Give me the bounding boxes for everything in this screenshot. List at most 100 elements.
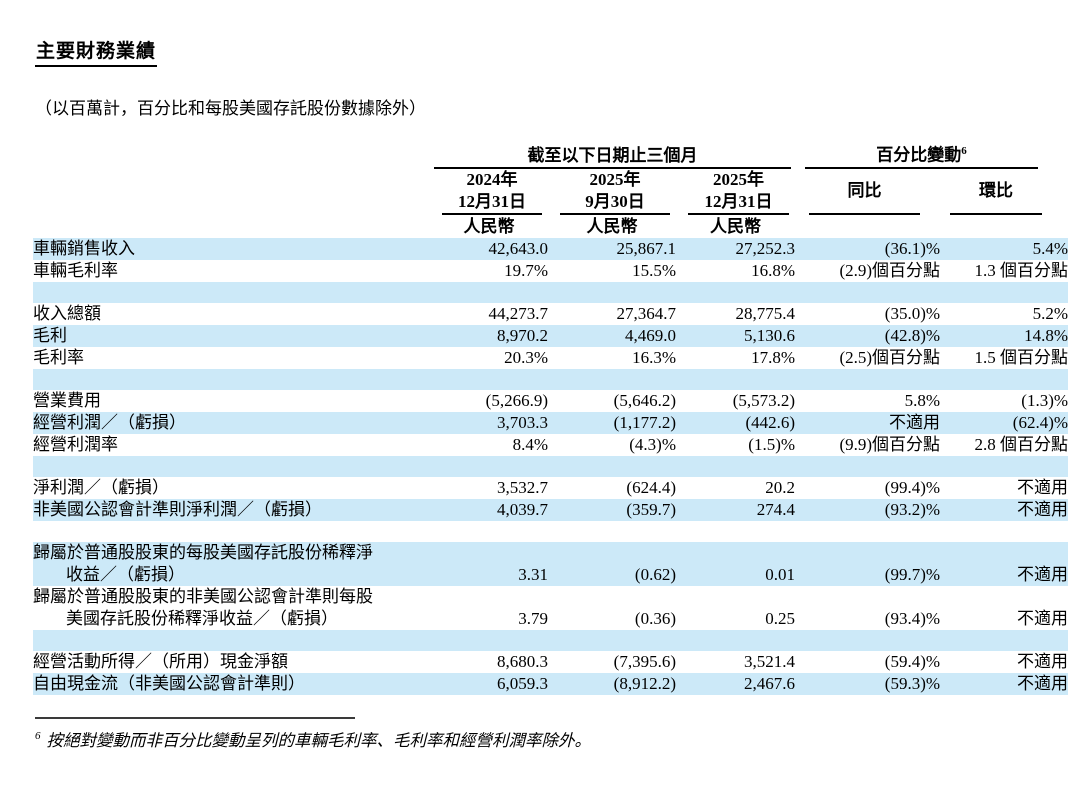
row-label: 營業費用 [33, 390, 101, 410]
period-group-header: 截至以下日期止三個月 [434, 145, 792, 169]
footnote-text: 按絕對變動而非百分比變動呈列的車輛毛利率、毛利率和經營利潤率除外。 [46, 730, 592, 750]
value-cell: 5.4% [1032, 238, 1069, 258]
currency-header-row: 人民幣 人民幣 人民幣 [33, 215, 1068, 238]
value-cell: (99.7)% [884, 564, 941, 584]
footnote-reference-mark: 6 [961, 145, 967, 157]
value-cell: (2.5)個百分點 [839, 347, 941, 367]
column-header-2025-09-30: 2025年 9月30日 [548, 169, 676, 215]
table-row: 自由現金流（非美國公認會計準則） 6,059.3 (8,912.2) 2,467.6 (… [33, 672, 1069, 695]
value-cell: 42,643.0 [488, 238, 549, 258]
value-cell: 20.3% [504, 347, 548, 367]
value-cell: 20.2 [765, 477, 796, 497]
value-cell: 16.8% [751, 260, 796, 280]
row-label: 經營利潤率 [33, 434, 118, 454]
row-label: 經營利潤／（虧損） [33, 412, 186, 432]
row-label: 收入總額 [33, 303, 101, 323]
label-column-header [33, 140, 430, 169]
value-cell: 16.3% [632, 347, 676, 367]
table-row: 淨利潤／（虧損） 3,532.7 (624.4) 20.2 (99.4)% 不適用 [33, 477, 1068, 499]
value-cell: 28,775.4 [735, 303, 796, 323]
table-row: 經營利潤率 8.4% (4.3)% (1.5)% (9.9)個百分點 2.8 個百分點 [33, 434, 1068, 456]
value-cell: (2.9)個百分點 [839, 260, 941, 280]
value-cell: 1.5 個百分點 [974, 347, 1069, 367]
value-cell: (7,395.6) [613, 651, 676, 671]
value-cell: (5,266.9) [485, 390, 548, 410]
financial-report-page: 主要財務業績 （以百萬計，百分比和每股美國存託股份數據除外） 截至以下日期止三個… [0, 36, 1080, 793]
currency-label: 人民幣 [710, 216, 761, 236]
spacer-cell [33, 456, 1068, 477]
table-row: 毛利 8,970.2 4,469.0 5,130.6 (42.8)% 14.8% [33, 324, 1069, 347]
value-cell: 15.5% [632, 260, 676, 280]
row-label: 非美國公認會計準則淨利潤／（虧損） [33, 499, 322, 519]
value-cell: (0.62) [634, 564, 676, 584]
change-group-label: 百分比變動 [876, 145, 962, 165]
table-row: 車輛銷售收入 42,643.0 25,867.1 27,252.3 (36.1)% 5.4… [33, 237, 1069, 260]
row-label: 經營活動所得／（所用）現金淨額 [33, 651, 288, 671]
value-cell: (8,912.2) [613, 673, 676, 693]
value-cell: (5,646.2) [613, 390, 676, 410]
currency-label: 人民幣 [463, 216, 515, 236]
value-cell: 5,130.6 [744, 325, 796, 345]
value-cell: (1,177.2) [613, 412, 676, 432]
value-cell: 不適用 [1017, 564, 1069, 584]
value-cell: (59.3)% [884, 673, 941, 693]
spacer-row [33, 521, 1068, 542]
value-cell: 25,867.1 [616, 238, 677, 258]
date-header-row: 2024年 12月31日 2025年 9月30日 2025年 12月31日 同比 環比 [33, 169, 1068, 215]
column-header-qoq: 環比 [940, 169, 1068, 215]
value-cell: (36.1)% [884, 238, 941, 258]
table-row: 經營利潤／（虧損） 3,703.3 (1,177.2) (442.6) 不適用 (62.4… [33, 411, 1069, 434]
value-cell: (624.4) [626, 477, 676, 497]
row-label: 自由現金流（非美國公認會計準則） [33, 673, 305, 693]
table-row: 歸屬於普通股股東的每股美國存託股份稀釋淨 收益／（虧損） 3.31 (0.62) 0.0… [33, 541, 1069, 586]
change-group-header-cell: 百分比變動6 [795, 140, 1068, 169]
value-cell: (99.4)% [884, 477, 941, 497]
spacer-row [33, 629, 1069, 651]
row-label: 歸屬於普通股股東的每股美國存託股份稀釋淨 收益／（虧損） [33, 542, 373, 584]
value-cell: 274.4 [756, 499, 796, 519]
value-cell: 5.2% [1032, 303, 1069, 323]
value-cell: 5.8% [904, 390, 941, 410]
row-label: 歸屬於普通股股東的非美國公認會計準則每股 美國存託股份稀釋淨收益／（虧損） [33, 586, 373, 628]
value-cell: 3,532.7 [497, 477, 548, 497]
value-cell: (442.6) [745, 412, 796, 432]
value-cell: 27,252.3 [735, 238, 796, 258]
footnote-number: 6 [35, 730, 41, 743]
value-cell: 3.31 [518, 564, 548, 584]
table-row: 營業費用 (5,266.9) (5,646.2) (5,573.2) 5.8% (1.3)… [33, 390, 1068, 412]
value-cell: (5,573.2) [732, 390, 796, 410]
value-cell: 不適用 [1017, 673, 1069, 693]
spacer-cell [33, 521, 1068, 542]
column-header-2024-12-31: 2024年 12月31日 [430, 169, 548, 215]
table-row: 非美國公認會計準則淨利潤／（虧損） 4,039.7 (359.7) 274.4 (93.… [33, 498, 1069, 521]
value-cell: (59.4)% [884, 651, 941, 671]
table-row: 毛利率 20.3% 16.3% 17.8% (2.5)個百分點 1.5 個百分點 [33, 347, 1068, 369]
value-cell: 3.79 [518, 608, 548, 628]
value-cell: 不適用 [1017, 608, 1069, 628]
value-cell: 4,469.0 [625, 325, 676, 345]
period-group-header-cell: 截至以下日期止三個月 [430, 140, 795, 169]
value-cell: 不適用 [1017, 651, 1069, 671]
value-cell: 8,680.3 [497, 651, 548, 671]
row-label: 淨利潤／（虧損） [33, 477, 169, 497]
value-cell: 0.01 [765, 564, 796, 584]
currency-label: 人民幣 [586, 216, 638, 236]
value-cell: (9.9)個百分點 [839, 434, 941, 454]
spacer-cell [33, 630, 1068, 651]
value-cell: 17.8% [751, 347, 796, 367]
value-cell: 3,521.4 [744, 651, 796, 671]
value-cell: 27,364.7 [616, 303, 677, 323]
row-label: 毛利率 [33, 347, 84, 367]
value-cell: (42.8)% [884, 325, 941, 345]
value-cell: 44,273.7 [488, 303, 549, 323]
value-cell: 不適用 [1017, 477, 1069, 497]
value-cell: (62.4)% [1012, 412, 1069, 432]
value-cell: (359.7) [626, 499, 676, 519]
group-header-row: 截至以下日期止三個月 百分比變動6 [33, 140, 1068, 169]
value-cell: 14.8% [1024, 325, 1069, 345]
value-cell: 不適用 [889, 412, 941, 432]
value-cell: (0.36) [634, 608, 676, 628]
table-header: 截至以下日期止三個月 百分比變動6 2024年 12月31日 2025年 9月30日… [33, 140, 1068, 238]
table-body: 車輛銷售收入 42,643.0 25,867.1 27,252.3 (36.1)% 5.4… [33, 237, 1069, 695]
row-label: 車輛毛利率 [33, 260, 118, 280]
